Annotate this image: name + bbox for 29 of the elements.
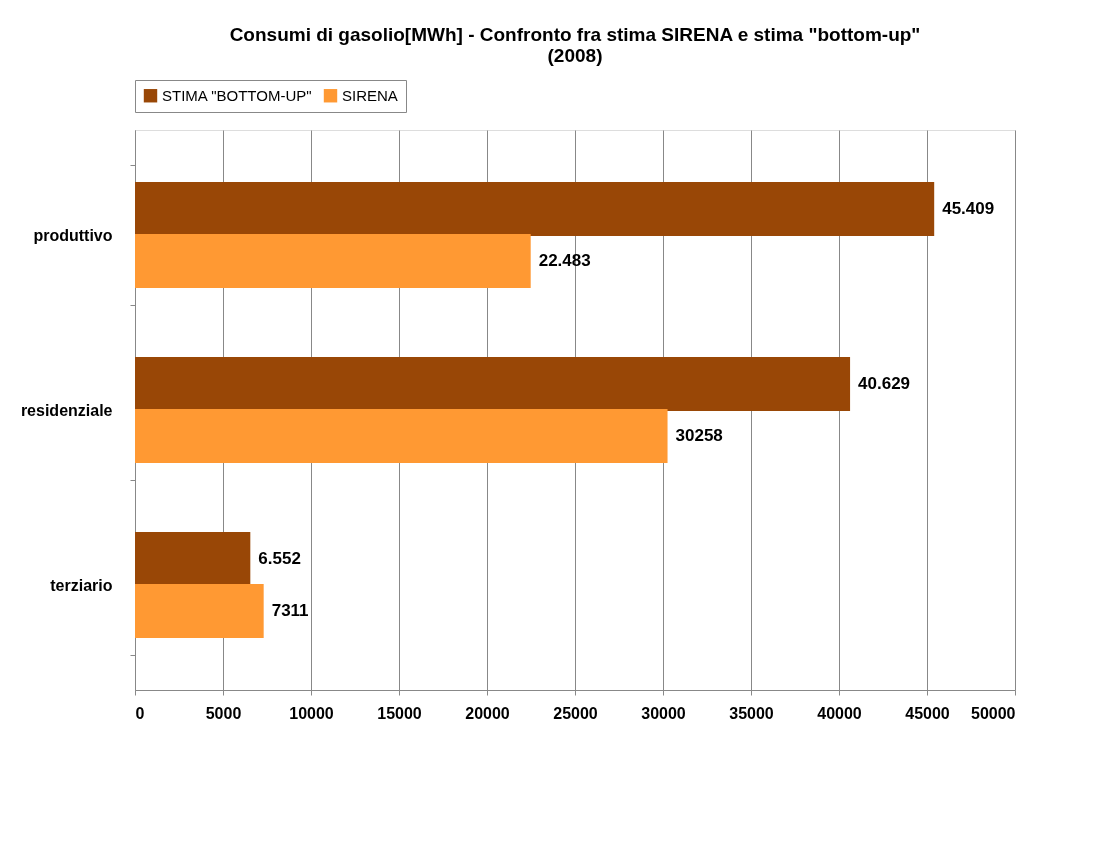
x-tick-label: 20000 [465,704,510,722]
bar [135,357,851,412]
x-tick-label: 30000 [641,704,686,722]
legend-label: STIMA "BOTTOM-UP" [162,86,312,104]
data-label: 22.483 [538,250,591,270]
data-label: 40.629 [858,374,911,394]
x-tick-label: 15000 [377,704,422,722]
x-tick-label: 25000 [553,704,598,722]
y-tick-label: terziario [50,576,113,594]
data-label: 7311 [271,600,309,620]
x-tick-label: 50000 [971,704,1016,722]
y-tick-label: residenziale [20,401,113,419]
bar [135,583,264,638]
x-tick-label: 40000 [817,704,862,722]
x-tick-label: 10000 [289,704,334,722]
data-label: 30258 [675,425,723,445]
data-label: 45.409 [942,199,995,219]
y-tick-label: produttivo [33,226,113,244]
x-tick-label: 45000 [905,704,950,722]
chart-title: Consumi di gasolio[MWh] - Confronto fra stima SIRENA e stima "bottom-up" (2008) [229,23,921,66]
bar [135,182,935,237]
bar [135,233,531,288]
data-label: 6.552 [258,549,301,569]
bar [135,532,251,587]
x-tick-label: 35000 [729,704,774,722]
x-tick-label: 5000 [205,704,242,722]
bar [135,408,668,463]
x-tick-label: 0 [135,704,145,722]
legend-label: SIRENA [342,86,398,104]
